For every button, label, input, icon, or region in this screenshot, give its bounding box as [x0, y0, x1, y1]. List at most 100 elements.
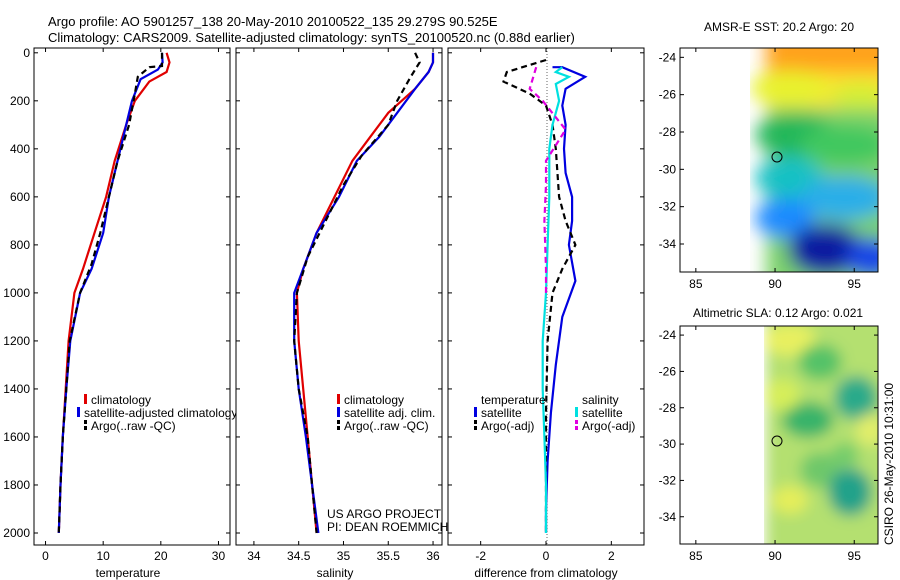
map-y-tick-label: -26 [659, 364, 677, 378]
difference-panel: -2 0 2 difference from climatology tempera… [447, 47, 645, 580]
legend-swatch-argo [337, 420, 340, 424]
salinity-legend: climatology satellite adj. clim. Argo(..… [337, 393, 435, 433]
legend-swatch-argo [84, 420, 87, 424]
map-y-tick-label: -34 [659, 237, 677, 251]
legend-label-satellite: satellite-adjusted climatology [84, 406, 237, 420]
x-tick-label: -2 [475, 549, 486, 563]
map-x-tick-label: 85 [689, 277, 703, 291]
figure-title-line1: Argo profile: AO 5901257_138 20-May-2010… [48, 14, 498, 29]
map-y-tick-label: -34 [659, 510, 677, 524]
sla-heatmap [764, 326, 878, 544]
sst-map-title: AMSR-E SST: 20.2 Argo: 20 [704, 20, 854, 34]
legend-label-satellite: satellite adj. clim. [344, 406, 435, 420]
legend-label-temp-satellite: satellite [481, 406, 522, 420]
series-line-temperature-argo-adj- [502, 58, 577, 533]
legend-swatch-temp-satellite [474, 407, 477, 417]
x-tick-label: 35.5 [377, 549, 401, 563]
x-tick-label: 20 [154, 549, 168, 563]
legend-swatch-temp-argo [474, 420, 477, 424]
legend-swatch-satellite [77, 407, 80, 417]
y-tick-label: 200 [10, 94, 30, 108]
y-tick-label: 1600 [3, 430, 30, 444]
legend-swatch-sal-argo-b [575, 426, 578, 430]
y-tick-label: 1200 [3, 334, 30, 348]
map-y-tick-label: -28 [659, 401, 677, 415]
legend-swatch-temp-argo-b [474, 426, 477, 430]
legend-label-sal-argo: Argo(-adj) [582, 419, 635, 433]
sla-map-frame [679, 325, 879, 545]
legend-swatch-sal-satellite [575, 407, 578, 417]
legend-label-temp-argo: Argo(-adj) [481, 419, 534, 433]
legend-label-climatology: climatology [344, 393, 404, 407]
salinity-axes-frame [235, 47, 443, 546]
credit-label: CSIRO 26-May-2010 10:31:00 [882, 383, 896, 545]
temperature-legend: climatology satellite-adjusted climatolo… [77, 393, 237, 433]
series-line-argo-raw-qc- [293, 52, 421, 534]
map-x-tick-label: 90 [768, 549, 782, 563]
sla-map-title: Altimetric SLA: 0.12 Argo: 0.021 [693, 306, 863, 320]
legend-swatch-argo-b [337, 426, 340, 430]
x-tick-label: 0 [42, 549, 49, 563]
sst-argo-marker [771, 151, 783, 163]
temperature-axes-frame [33, 47, 231, 546]
series-line-argo-raw-qc- [57, 52, 164, 534]
y-tick-label: 2000 [3, 526, 30, 540]
map-y-tick-label: -32 [659, 473, 677, 487]
project-line1: US ARGO PROJECT [327, 507, 442, 521]
legend-title-salinity: salinity [582, 393, 619, 407]
map-y-tick-label: -30 [659, 437, 677, 451]
difference-xlabel: difference from climatology [474, 566, 617, 580]
series-line-climatology [57, 52, 171, 534]
map-y-tick-label: -24 [659, 328, 677, 342]
x-tick-label: 10 [96, 549, 110, 563]
sst-map-panel: AMSR-E SST: 20.2 Argo: 20 85 90 95 -24 -26 -2… [659, 20, 879, 291]
series-line-temperature-satellite [544, 66, 588, 533]
map-y-tick-label: -30 [659, 162, 677, 176]
map-y-tick-label: -24 [659, 50, 677, 64]
x-tick-label: 2 [608, 549, 615, 563]
series-line-salinity-satellite [541, 66, 572, 533]
project-line2: PI: DEAN ROEMMICH [327, 520, 448, 534]
legend-title-temperature: temperature [481, 393, 546, 407]
map-y-tick-label: -26 [659, 88, 677, 102]
x-tick-label: 0 [543, 549, 550, 563]
legend-label-climatology: climatology [91, 393, 151, 407]
map-x-tick-label: 90 [768, 277, 782, 291]
salinity-panel: 34 34.5 35 35.5 36 salinity climatology sate… [235, 47, 448, 580]
legend-label-argo: Argo(..raw -QC) [91, 419, 176, 433]
series-line-salinity-argo-adj- [528, 66, 567, 293]
y-tick-label: 1800 [3, 478, 30, 492]
series-line-satellite-adjusted-climatology [57, 52, 164, 534]
map-y-tick-label: -32 [659, 200, 677, 214]
salinity-xlabel: salinity [317, 566, 354, 580]
sst-map-frame [679, 47, 879, 273]
sla-argo-marker [771, 435, 783, 447]
legend-label-argo: Argo(..raw -QC) [344, 419, 429, 433]
y-tick-label: 1000 [3, 286, 30, 300]
map-x-tick-label: 95 [848, 277, 862, 291]
x-tick-label: 34.5 [287, 549, 311, 563]
temperature-xlabel: temperature [96, 566, 161, 580]
y-tick-label: 1400 [3, 382, 30, 396]
map-y-tick-label: -28 [659, 125, 677, 139]
y-tick-label: 400 [10, 142, 30, 156]
y-tick-label: 600 [10, 190, 30, 204]
legend-swatch-satellite [337, 407, 340, 417]
legend-label-sal-satellite: satellite [582, 406, 623, 420]
y-tick-label: 0 [23, 46, 30, 60]
x-tick-label: 30 [212, 549, 226, 563]
figure-title-line2: Climatology: CARS2009. Satellite-adjuste… [48, 30, 575, 45]
x-tick-label: 35 [337, 549, 351, 563]
difference-legend: temperature salinity satellite Argo(-adj… [474, 393, 635, 433]
map-x-tick-label: 95 [848, 549, 862, 563]
x-tick-label: 36 [426, 549, 440, 563]
map-x-tick-label: 85 [689, 549, 703, 563]
legend-swatch-sal-argo [575, 420, 578, 424]
legend-swatch-climatology [337, 394, 340, 404]
temperature-panel: 0 10 20 30 0 200 400 600 800 1000 1200 1400 1600 1800… [3, 46, 237, 580]
legend-swatch-argo-b [84, 426, 87, 430]
legend-swatch-climatology [84, 394, 87, 404]
sla-map-panel: Altimetric SLA: 0.12 Argo: 0.021 85 90 95 -… [659, 306, 879, 563]
x-tick-label: 34 [247, 549, 261, 563]
